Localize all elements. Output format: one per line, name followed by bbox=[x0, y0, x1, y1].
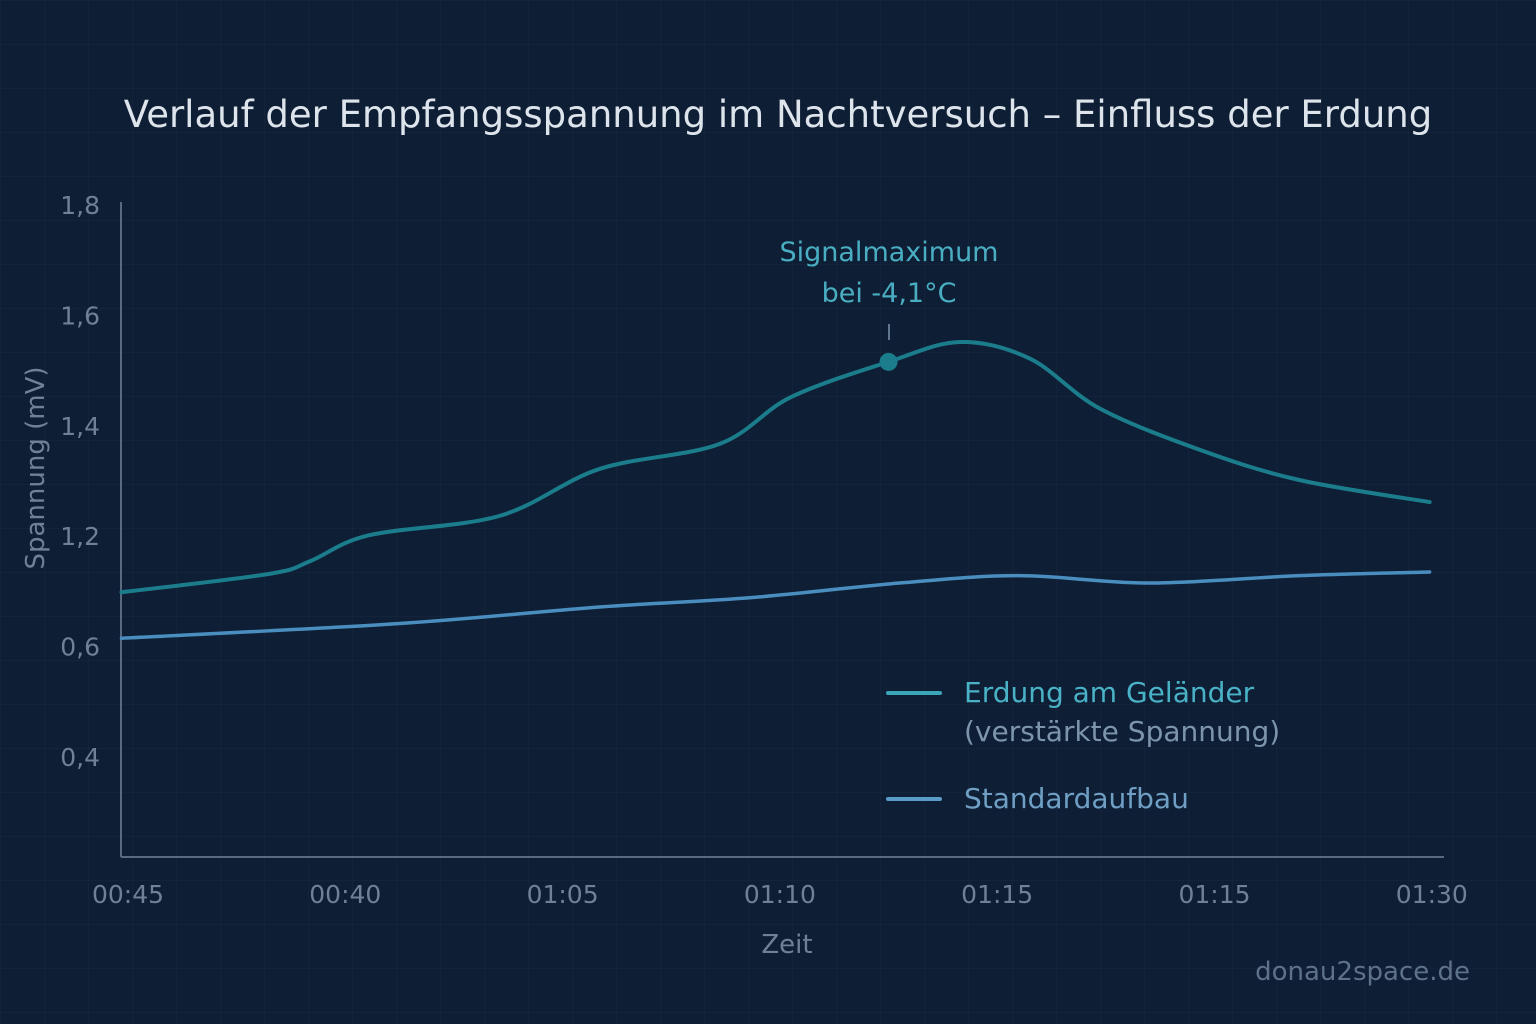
legend-sublabel-erdung: (verstärkte Spannung) bbox=[964, 715, 1280, 748]
legend-label-standard: Standardaufbau bbox=[964, 782, 1189, 815]
y-tick-label: 1,4 bbox=[60, 412, 100, 441]
x-tick-label: 01:15 bbox=[961, 880, 1033, 909]
chart-title: Verlauf der Empfangsspannung im Nachtver… bbox=[124, 93, 1433, 136]
x-axis-label: Zeit bbox=[761, 930, 812, 960]
series-line-standard bbox=[119, 570, 1432, 640]
series-line-erdung bbox=[119, 339, 1432, 595]
x-tick-label: 01:05 bbox=[527, 880, 599, 909]
legend-label-erdung: Erdung am Geländer bbox=[964, 676, 1255, 709]
watermark: donau2space.de bbox=[1255, 957, 1470, 987]
legend: Erdung am Geländer (verstärkte Spannung)… bbox=[886, 676, 1280, 815]
x-tick-label: 00:40 bbox=[309, 880, 381, 909]
y-tick-label: 0,4 bbox=[60, 743, 100, 772]
y-tick-label: 0,6 bbox=[60, 633, 100, 662]
y-tick-label: 1,2 bbox=[60, 522, 100, 551]
x-tick-label: 01:10 bbox=[744, 880, 816, 909]
x-tick-label: 01:15 bbox=[1178, 880, 1250, 909]
y-axis-label: Spannung (mV) bbox=[21, 366, 51, 569]
x-tick-label: 00:45 bbox=[92, 880, 164, 909]
annotation-line2: bei -4,1°C bbox=[822, 278, 957, 309]
annotation-marker bbox=[879, 352, 898, 371]
y-tick-label: 1,6 bbox=[60, 301, 100, 330]
y-tick-label: 1,8 bbox=[60, 191, 100, 220]
annotation-line1: Signalmaximum bbox=[780, 237, 999, 268]
x-tick-label: 01:30 bbox=[1396, 880, 1468, 909]
